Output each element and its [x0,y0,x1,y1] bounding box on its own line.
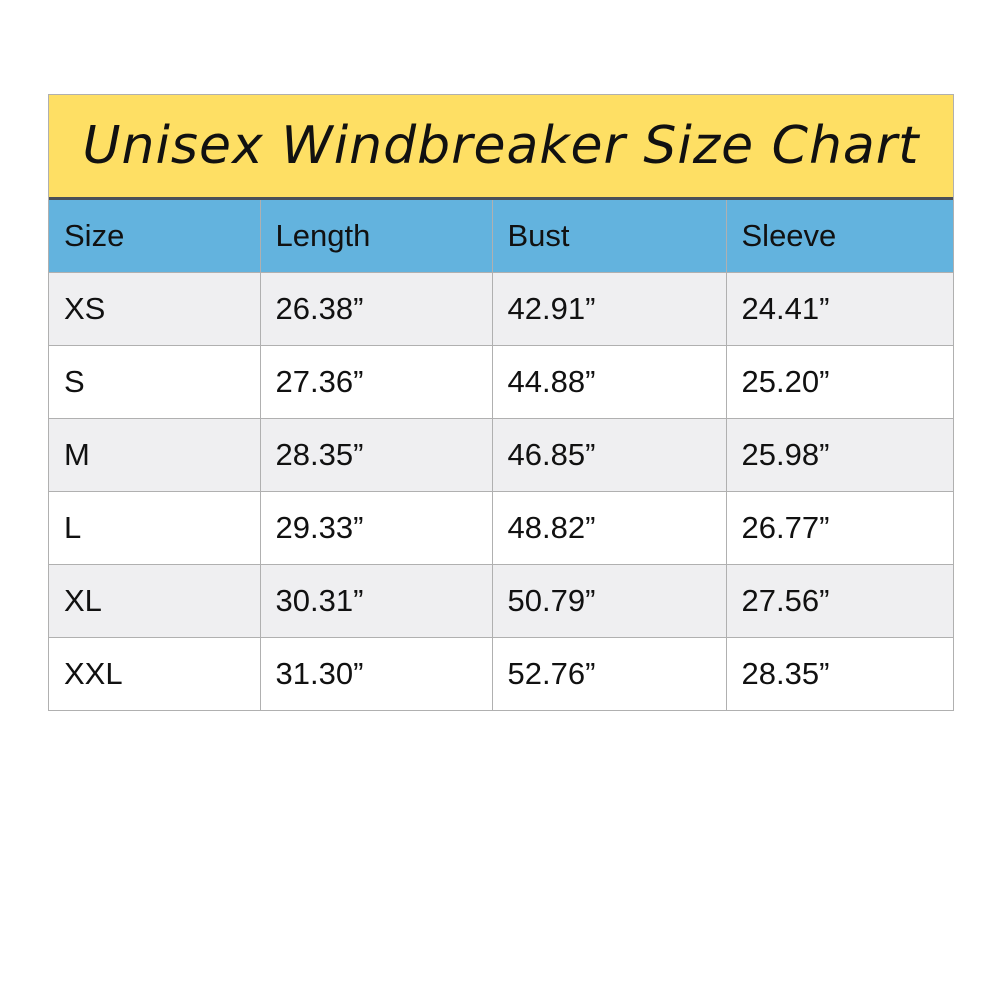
chart-title: Unisex Windbreaker Size Chart [49,95,953,200]
table-cell: L [49,491,260,565]
table-row: XL 30.31” 50.79” 27.56” [49,564,953,638]
column-header: Bust [491,200,726,273]
table-cell: 31.30” [259,637,492,710]
table-cell: 28.35” [725,637,953,710]
table-cell: XXL [49,637,260,710]
size-table: Size Length Bust Sleeve XS 26.38” 42.91” 24.41… [49,200,953,710]
table-cell: 25.98” [725,418,953,492]
table-cell: S [49,345,260,419]
table-cell: XS [49,272,260,346]
table-cell: M [49,418,260,492]
table-cell: 46.85” [491,418,726,492]
table-cell: 24.41” [725,272,953,346]
table-cell: 42.91” [491,272,726,346]
table-cell: 27.36” [259,345,492,419]
table-cell: 44.88” [491,345,726,419]
table-cell: 26.38” [259,272,492,346]
table-row: XXL 31.30” 52.76” 28.35” [49,637,953,710]
table-cell: 48.82” [491,491,726,565]
table-cell: 52.76” [491,637,726,710]
table-row: S 27.36” 44.88” 25.20” [49,345,953,419]
table-cell: 50.79” [491,564,726,638]
table-row: M 28.35” 46.85” 25.98” [49,418,953,492]
column-header: Size [49,200,260,273]
table-cell: 28.35” [259,418,492,492]
table-cell: 29.33” [259,491,492,565]
table-cell: 27.56” [725,564,953,638]
table-cell: 30.31” [259,564,492,638]
header-row: Size Length Bust Sleeve [49,200,953,273]
table-cell: 25.20” [725,345,953,419]
table-row: XS 26.38” 42.91” 24.41” [49,272,953,346]
column-header: Sleeve [725,200,953,273]
column-header: Length [259,200,492,273]
table-cell: 26.77” [725,491,953,565]
size-chart: Unisex Windbreaker Size Chart Size Length… [48,94,954,711]
table-cell: XL [49,564,260,638]
table-row: L 29.33” 48.82” 26.77” [49,491,953,565]
